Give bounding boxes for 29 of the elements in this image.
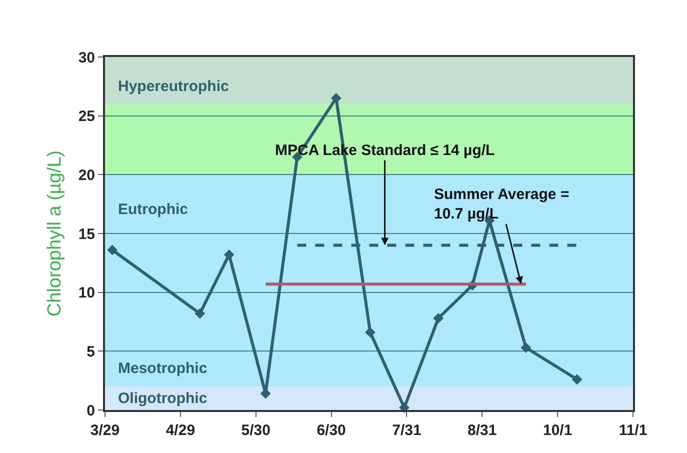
annotation: Summer Average = 10.7 µg/L [434,186,570,222]
y-axis-title: Chlorophyll a (µg/L) [44,150,66,317]
x-tick-label: 8/31 [468,422,497,439]
x-tick-label: 3/29 [90,422,120,439]
point [365,327,376,338]
point [224,249,234,260]
x-tick-label: 5/30 [241,422,270,439]
y-tick-label: 25 [78,108,95,126]
y-tick-label: 20 [78,166,95,184]
y-tick-label: 10 [78,284,95,302]
point [107,244,118,256]
y-tick-label: 15 [78,226,95,243]
band-label: Oligotrophic [118,390,208,407]
band-label: Hypereutrophic [118,78,229,95]
x-tick-label: 4/29 [166,422,196,439]
x-tick-label: 7/31 [392,422,422,439]
point [572,374,582,385]
x-tick-label: 10/1 [542,422,572,439]
x-tick-label: 6/30 [316,422,346,439]
y-tick-label: 5 [86,343,95,360]
point [433,313,444,324]
point [330,92,342,104]
band-label: Eutrophic [118,201,188,218]
x-tick-label: 11/1 [618,422,648,439]
point [520,342,532,353]
y-tick-label: 30 [78,49,95,66]
band-label: Mesotrophic [118,360,208,377]
point [194,308,206,319]
y-tick-label: 0 [86,402,95,420]
